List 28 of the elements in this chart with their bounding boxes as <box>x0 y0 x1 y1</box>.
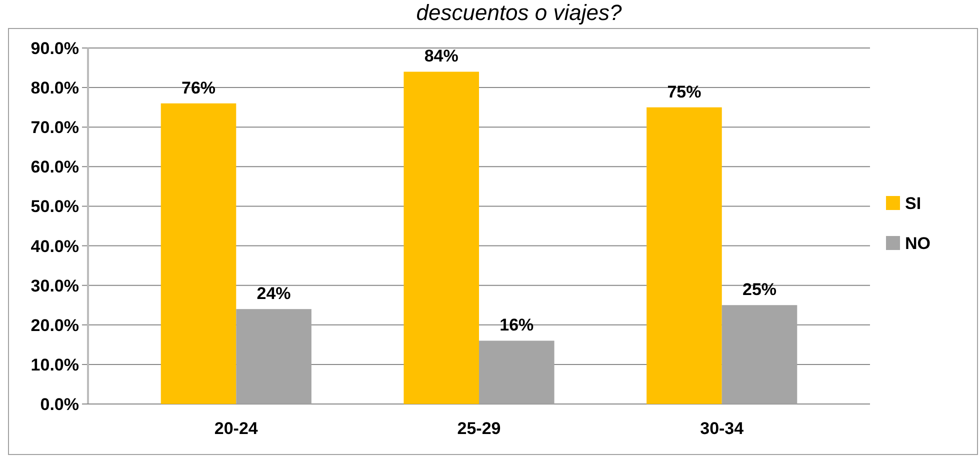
x-tick-label: 30-34 <box>700 419 744 438</box>
y-tick-label: 50.0% <box>30 197 79 216</box>
legend-label: SI <box>905 194 922 213</box>
bar <box>646 107 722 404</box>
y-tick-label: 80.0% <box>30 78 79 98</box>
data-label: 24% <box>256 284 291 304</box>
y-tick-label: 40.0% <box>30 236 79 256</box>
y-tick-label: 30.0% <box>30 276 79 296</box>
legend-label: NO <box>905 234 930 253</box>
y-tick-label: 60.0% <box>30 158 79 177</box>
bar <box>236 309 312 404</box>
x-tick-label: 20-24 <box>214 419 258 438</box>
bar <box>404 72 479 404</box>
y-tick-label: 0.0% <box>40 395 79 414</box>
y-tick-label: 20.0% <box>30 316 79 335</box>
data-label: 84% <box>424 46 458 66</box>
x-tick-label: 25-29 <box>457 419 501 438</box>
data-label: 16% <box>500 316 534 335</box>
chart-title: descuentos o viajes? <box>416 0 622 25</box>
data-label: 76% <box>181 78 216 98</box>
y-tick-label: 90.0% <box>30 39 79 58</box>
data-label: 25% <box>742 280 777 300</box>
bar <box>722 305 798 404</box>
bar <box>160 103 236 404</box>
y-tick-label: 10.0% <box>30 355 79 374</box>
data-label: 75% <box>667 82 702 102</box>
y-tick-label: 70.0% <box>30 118 79 138</box>
bar <box>479 340 554 404</box>
